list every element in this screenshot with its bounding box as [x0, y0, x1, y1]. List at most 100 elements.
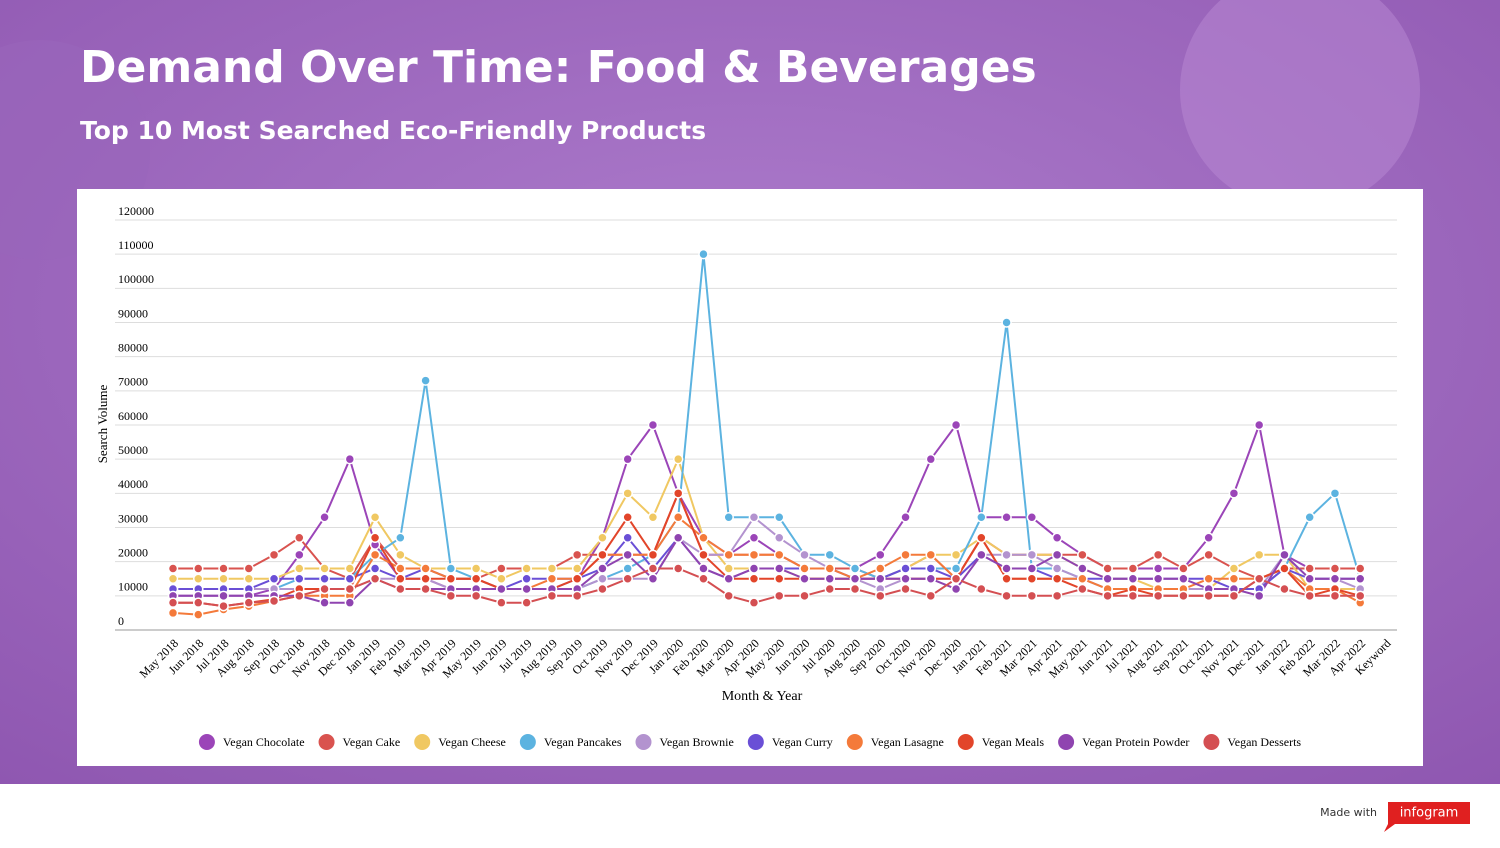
data-point — [1203, 549, 1214, 561]
data-point — [1228, 573, 1240, 584]
y-tick-label: 50000 — [118, 443, 148, 457]
data-point — [395, 583, 406, 595]
y-tick-label: 100000 — [118, 272, 154, 286]
data-point — [496, 597, 507, 608]
data-point — [799, 563, 810, 574]
data-point — [925, 590, 937, 602]
data-point — [849, 583, 861, 595]
data-point — [824, 549, 836, 561]
data-point — [521, 573, 532, 584]
data-point — [1253, 549, 1265, 561]
decor — [1180, 0, 1420, 210]
data-point — [647, 549, 659, 561]
data-point — [1077, 573, 1088, 584]
legend-marker — [1058, 734, 1075, 750]
data-point — [294, 549, 305, 561]
data-point — [395, 532, 406, 543]
chart-title: Demand Over Time: Food & Beverages — [80, 42, 1037, 93]
data-point — [799, 573, 810, 584]
data-point — [723, 549, 734, 561]
data-point — [698, 248, 709, 260]
data-point — [824, 573, 836, 584]
data-point — [1203, 590, 1214, 602]
data-point — [571, 563, 583, 574]
legend-label: Vegan Chocolate — [223, 735, 305, 749]
data-point — [1253, 590, 1265, 602]
data-point — [875, 590, 886, 602]
data-point — [597, 573, 608, 584]
data-point — [698, 549, 709, 561]
data-point — [1354, 573, 1366, 584]
data-point — [900, 563, 911, 574]
data-point — [268, 573, 280, 584]
data-point — [294, 532, 305, 543]
y-tick-label: 10000 — [118, 580, 148, 594]
data-point — [647, 419, 659, 431]
data-point — [294, 590, 305, 602]
legend-label: Vegan Pancakes — [544, 735, 622, 749]
data-point — [1001, 512, 1012, 523]
data-point — [167, 597, 179, 608]
data-point — [875, 549, 886, 561]
data-point — [925, 549, 937, 561]
data-point — [622, 512, 633, 523]
data-point — [672, 512, 684, 523]
data-point — [1228, 488, 1240, 499]
y-tick-label: 20000 — [118, 545, 148, 559]
data-point — [622, 488, 633, 499]
y-tick-label: 80000 — [118, 340, 148, 354]
data-point — [950, 419, 962, 431]
data-point — [1178, 590, 1189, 602]
data-point — [319, 597, 330, 608]
data-point — [369, 532, 381, 543]
data-point — [445, 563, 457, 574]
data-point — [1152, 549, 1164, 561]
data-point — [344, 573, 356, 584]
data-point — [319, 583, 330, 595]
data-point — [799, 549, 810, 561]
legend-label: Vegan Cake — [343, 735, 401, 749]
data-point — [470, 590, 482, 602]
data-point — [420, 583, 431, 595]
data-point — [496, 583, 507, 595]
data-point — [925, 563, 937, 574]
data-point — [470, 563, 482, 574]
data-point — [1051, 573, 1063, 584]
data-point — [597, 549, 608, 561]
data-point — [1178, 563, 1189, 574]
legend-marker — [635, 734, 652, 750]
data-point — [218, 590, 229, 602]
data-point — [319, 512, 330, 523]
data-point — [546, 563, 558, 574]
data-point — [369, 549, 381, 561]
data-point — [647, 563, 659, 574]
data-point — [420, 563, 431, 574]
data-point — [1077, 563, 1088, 574]
x-axis-label: Month & Year — [722, 689, 803, 704]
legend-marker — [957, 734, 974, 750]
data-point — [218, 600, 229, 612]
data-point — [546, 590, 558, 602]
data-point — [1304, 512, 1315, 523]
data-point — [950, 549, 962, 561]
data-point — [1279, 549, 1290, 561]
y-tick-label: 90000 — [118, 306, 148, 320]
data-point — [167, 573, 179, 584]
data-point — [1051, 563, 1063, 574]
legend-label: Vegan Desserts — [1227, 735, 1301, 749]
data-point — [496, 563, 507, 574]
data-point — [773, 563, 785, 574]
data-point — [723, 573, 734, 584]
data-point — [193, 573, 204, 584]
y-tick-label: 40000 — [118, 477, 148, 491]
data-point — [521, 597, 532, 608]
data-point — [597, 583, 608, 595]
data-point — [1051, 549, 1063, 561]
data-point — [1354, 590, 1366, 602]
data-point — [925, 453, 937, 465]
data-point — [1051, 532, 1063, 543]
chart-subtitle: Top 10 Most Searched Eco-Friendly Produc… — [80, 116, 706, 145]
data-point — [294, 563, 305, 574]
footer-brand: infogram — [1400, 806, 1459, 821]
